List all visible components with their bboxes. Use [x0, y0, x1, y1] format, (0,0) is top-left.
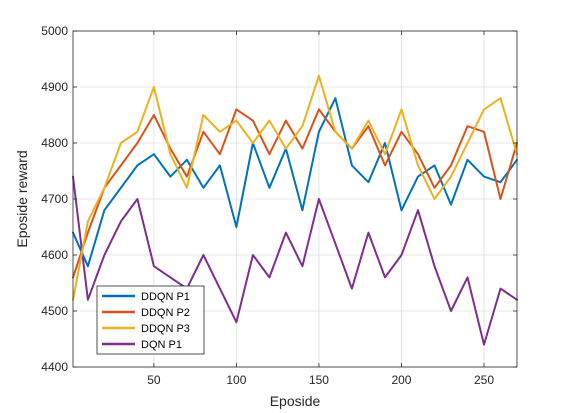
legend-label: DDQN P3 [141, 323, 190, 335]
x-tick-label: 150 [309, 373, 329, 387]
series-layer [72, 74, 518, 346]
legend-label: DQN P1 [141, 339, 182, 351]
x-tick-label: 250 [474, 373, 494, 387]
axis-ticks [73, 30, 517, 368]
y-tick-label: 4500 [41, 304, 68, 318]
x-tick-label: 100 [226, 373, 246, 387]
x-tick-label: 50 [147, 373, 161, 387]
y-tick-label: 4600 [41, 248, 68, 262]
y-tick-label: 4800 [41, 136, 68, 150]
legend-box [96, 285, 205, 355]
legend-label: DDQN P2 [141, 307, 190, 319]
y-axis-title: Eposide reward [14, 150, 30, 247]
series-line-0 [72, 97, 518, 268]
y-tick-label: 4900 [41, 80, 68, 94]
x-tick-label: 200 [391, 373, 411, 387]
tick-labels: 50 100 150 200 250 4400 4500 4600 4700 4800 4900 50… [41, 24, 494, 387]
series-line-3 [72, 175, 518, 346]
series-line-1 [72, 108, 518, 279]
legend: DDQN P1 DDQN P2 DDQN P3 DQN P1 [96, 285, 205, 355]
series-line-2 [72, 74, 518, 301]
y-tick-label: 4400 [41, 360, 68, 374]
legend-label: DDQN P1 [141, 291, 190, 303]
y-tick-label: 4700 [41, 192, 68, 206]
x-axis-title: Eposide [270, 393, 321, 409]
y-tick-label: 5000 [41, 24, 68, 38]
